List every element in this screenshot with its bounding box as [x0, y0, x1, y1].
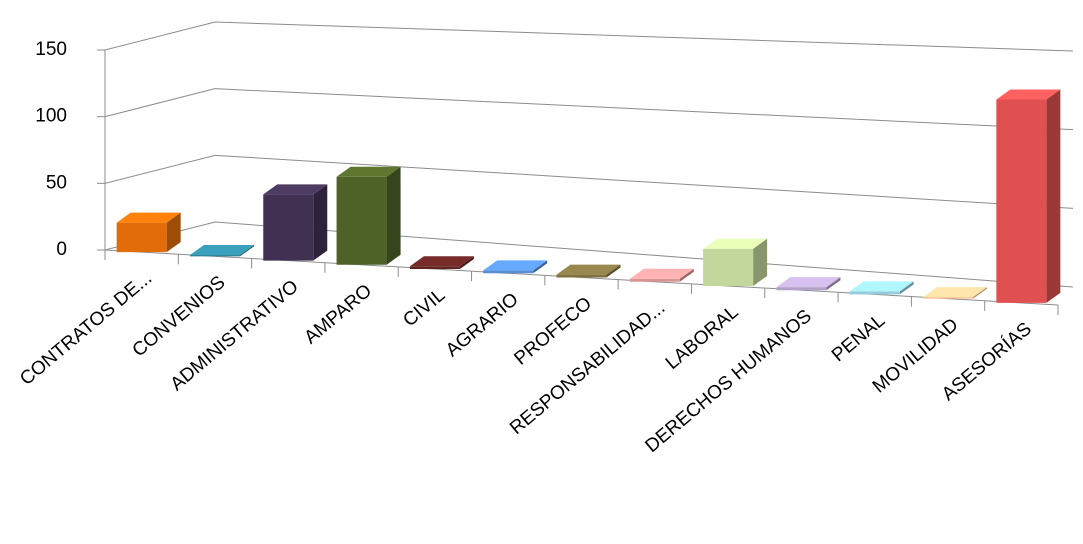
bar	[263, 184, 328, 261]
grid-line	[104, 154, 1074, 209]
bar-side	[973, 287, 988, 299]
bar-top	[336, 166, 401, 177]
bar-front	[703, 248, 754, 286]
y-tick-label: 50	[46, 172, 67, 193]
bar-top	[556, 264, 621, 275]
y-tick-label: 150	[35, 39, 67, 60]
bar	[849, 281, 914, 295]
bar-side	[826, 277, 841, 291]
bar-side	[899, 281, 914, 295]
bar	[996, 89, 1061, 303]
bar-front	[629, 278, 680, 282]
bar	[703, 238, 768, 286]
x-tick-label: PENAL	[828, 310, 889, 366]
bar-top	[703, 238, 768, 249]
bar-side	[1046, 89, 1061, 303]
bar-top	[629, 268, 694, 279]
bar	[483, 260, 548, 274]
bar-top	[189, 244, 254, 255]
bar-front	[116, 222, 167, 253]
bar	[776, 277, 841, 291]
x-tick-label: ADMINISTRATIVO	[167, 276, 303, 395]
x-tick-label: CONTRATOS DE...	[16, 268, 156, 390]
bar-front	[849, 291, 900, 295]
bar-top	[483, 260, 548, 271]
bar-front	[409, 266, 460, 270]
bar-front	[483, 270, 534, 274]
bar-top	[409, 256, 474, 267]
bar-top	[116, 212, 181, 223]
bar	[409, 256, 474, 270]
bar-top	[776, 277, 841, 288]
bar-top	[263, 184, 328, 195]
bar-side	[239, 244, 254, 257]
bar	[556, 264, 621, 278]
bar	[923, 287, 988, 299]
grid-line	[104, 21, 1074, 52]
bar-top	[849, 281, 914, 292]
bar-front	[336, 176, 387, 265]
bar-side	[753, 238, 768, 286]
bar-front	[996, 99, 1047, 303]
grid-line	[104, 88, 1074, 131]
bar-side	[459, 256, 474, 270]
bar-top	[923, 287, 988, 298]
bar-side	[166, 212, 181, 253]
bar-side	[386, 166, 401, 265]
bar	[629, 268, 694, 282]
x-tick-label: LABORAL	[662, 302, 743, 374]
bar-front	[263, 194, 314, 261]
bar-side	[606, 264, 621, 278]
x-tick-label: CIVIL	[399, 285, 449, 332]
x-tick-label: AGRARIO	[442, 289, 523, 361]
bar-top	[996, 89, 1061, 100]
y-tick-label: 100	[35, 106, 67, 127]
bar-front	[189, 254, 240, 257]
bar-front	[776, 287, 827, 291]
bar	[336, 166, 401, 265]
bar-front	[556, 274, 607, 278]
bar-side	[313, 184, 328, 261]
bar	[116, 212, 181, 253]
bar-side	[679, 268, 694, 282]
bar	[189, 244, 254, 257]
y-tick-label: 0	[56, 239, 67, 260]
bar-side	[533, 260, 548, 274]
x-tick-label: RESPONSABILIDAD...	[506, 297, 669, 439]
bar-front	[923, 297, 974, 299]
x-tick-label: AMPARO	[301, 280, 377, 348]
